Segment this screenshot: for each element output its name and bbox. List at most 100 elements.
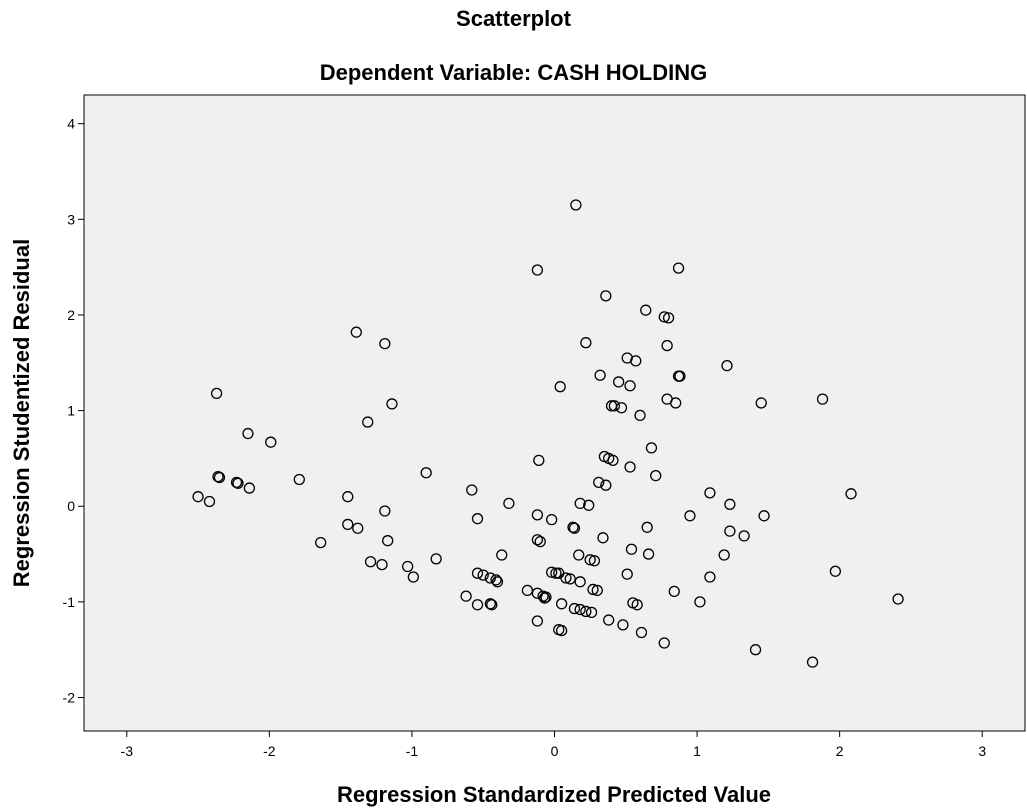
data-point [704,571,716,583]
data-point [531,534,544,546]
y-tick-label: -1 [63,594,76,610]
data-point [531,615,544,627]
data-point [607,454,619,466]
data-point [293,473,305,486]
data-point [721,360,733,372]
data-point [573,549,585,561]
x-tick-label: 1 [693,743,701,759]
y-tick-label: 4 [67,116,75,132]
data-point [554,381,566,393]
y-tick-label: 1 [67,403,75,419]
data-point [755,397,767,409]
data-point [534,535,546,548]
data-point [382,535,394,547]
data-point [672,262,685,274]
data-point [570,199,582,211]
data-point [635,626,648,639]
data-point [641,521,653,533]
data-point [213,471,226,484]
data-point [662,312,675,324]
data-point [749,644,762,656]
data-point [531,264,544,276]
data-point [816,393,829,405]
data-point [593,476,605,488]
data-point [615,402,628,414]
data-point [631,599,643,611]
data-point [460,590,472,602]
data-point [624,461,636,473]
data-point [545,566,558,578]
data-point [580,337,592,349]
data-point [640,304,652,316]
data-point [574,603,586,616]
data-point [379,505,391,517]
data-point [379,338,391,350]
data-point [584,554,596,566]
data-point [568,522,581,534]
data-points [192,199,904,668]
data-point [484,598,496,610]
data-point [564,573,576,585]
data-point [718,549,730,561]
data-point [661,339,673,352]
data-point [192,491,204,503]
data-point [503,497,515,510]
data-point [540,591,552,603]
data-point [674,370,686,382]
data-point [724,525,736,537]
data-point [567,521,579,533]
data-point [342,491,354,503]
x-axis-title: Regression Standardized Predicted Value [337,782,771,807]
data-point [242,427,254,440]
x-tick-label: 0 [551,743,559,759]
y-tick-label: 2 [67,307,75,323]
data-point [758,510,770,522]
data-point [650,469,662,482]
data-point [608,400,621,412]
data-point [585,606,598,619]
data-point [684,510,696,522]
data-point [642,548,655,560]
data-point [645,442,658,454]
data-point [243,482,256,494]
data-point [212,470,224,483]
data-point [600,290,612,302]
data-point [407,571,420,583]
plot-area [83,94,1026,732]
data-point [550,567,562,579]
data-point [362,416,374,428]
data-point [210,387,223,400]
data-point [583,499,595,511]
data-point [490,574,502,586]
data-point [580,605,592,618]
data-point [845,488,857,500]
data-point [560,572,572,584]
data-point [486,599,498,611]
data-point [617,619,629,631]
data-point [587,583,599,596]
x-tick-label: 2 [836,743,844,759]
chart-subtitle: Dependent Variable: CASH HOLDING [319,60,708,85]
chart-title: Scatterplot [456,6,571,31]
data-point [203,495,216,508]
data-point [230,476,243,488]
data-point [350,326,362,338]
data-point [420,467,432,479]
data-point [613,376,625,388]
data-point [603,614,615,626]
x-axis: -3 -2 -1 0 1 2 3 [121,731,986,759]
x-tick-label: -1 [406,743,419,759]
data-point [555,624,568,637]
data-point [634,409,646,422]
data-point [724,498,736,510]
data-point [471,567,484,579]
x-tick-label: 3 [978,743,986,759]
y-tick-label: -2 [63,690,76,706]
data-point [521,584,534,597]
data-point [568,602,581,615]
data-point [533,454,545,466]
data-point [668,585,680,598]
data-point [694,596,706,608]
data-point [630,355,642,367]
